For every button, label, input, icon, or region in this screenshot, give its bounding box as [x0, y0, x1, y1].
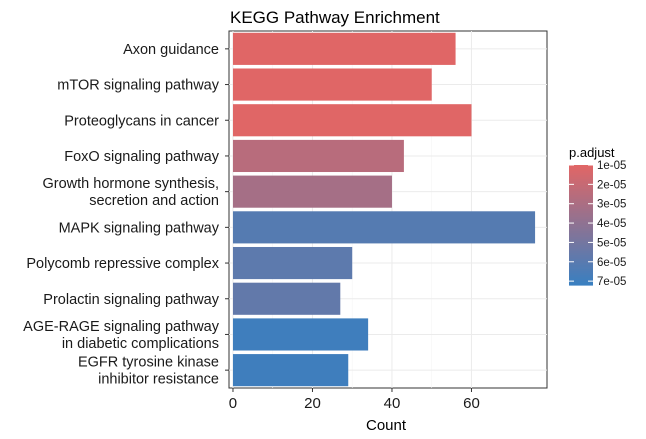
- colorbar-segment: [569, 243, 593, 246]
- bar: [232, 318, 369, 351]
- y-tick-label: Prolactin signaling pathway: [43, 292, 219, 308]
- colorbar-segment: [569, 179, 593, 182]
- legend-tick-label: 4e-05: [597, 218, 626, 230]
- bars-group: [232, 32, 536, 387]
- colorbar-segment: [569, 231, 593, 234]
- colorbar-segment: [569, 237, 593, 240]
- y-tick-label: Proteoglycans in cancer: [64, 113, 219, 129]
- legend-tick-label: 5e-05: [597, 237, 626, 249]
- colorbar-segment: [569, 271, 593, 274]
- colorbar-segment: [569, 219, 593, 222]
- colorbar-segment: [569, 229, 593, 232]
- chart-title: KEGG Pathway Enrichment: [230, 8, 440, 27]
- colorbar-segment: [569, 223, 593, 226]
- colorbar-segment: [569, 211, 593, 214]
- colorbar-segment: [569, 183, 593, 186]
- colorbar-segment: [569, 165, 593, 168]
- colorbar-segment: [569, 185, 593, 188]
- colorbar-segment: [569, 177, 593, 180]
- y-axis-labels: Axon guidance mTOR signaling pathway Prote…: [23, 42, 229, 388]
- legend-tick-label: 2e-05: [597, 179, 626, 191]
- colorbar-segment: [569, 205, 593, 208]
- bar: [232, 246, 353, 280]
- colorbar-segment: [569, 255, 593, 258]
- bar: [232, 68, 432, 101]
- colorbar-segment: [569, 217, 593, 220]
- colorbar-segment: [569, 181, 593, 184]
- colorbar-segment: [569, 215, 593, 218]
- colorbar-segment: [569, 207, 593, 210]
- colorbar-segment: [569, 169, 593, 172]
- bar: [232, 211, 536, 244]
- legend-tick-label: 7e-05: [597, 276, 626, 288]
- colorbar-segment: [569, 261, 593, 264]
- y-tick-label: FoxO signaling pathway: [64, 149, 219, 165]
- colorbar-segment: [569, 241, 593, 244]
- colorbar-segment: [569, 239, 593, 242]
- bar: [232, 104, 472, 137]
- colorbar-segment: [569, 281, 593, 284]
- colorbar-segment: [569, 263, 593, 266]
- colorbar-segment: [569, 199, 593, 202]
- x-tick-label: 60: [463, 395, 480, 412]
- colorbar-segment: [569, 197, 593, 200]
- x-tick-label: 40: [384, 395, 401, 412]
- colorbar-segment: [569, 283, 593, 286]
- y-tick-label: Polycomb repressive complex: [26, 256, 219, 272]
- colorbar-segment: [569, 171, 593, 174]
- legend-title: p.adjust: [569, 145, 615, 160]
- colorbar-segment: [569, 265, 593, 268]
- y-tick-label: Axon guidance: [123, 42, 219, 58]
- bar: [232, 282, 341, 315]
- y-tick-label: EGFR tyrosine kinase inhibitor resistance: [78, 355, 219, 388]
- colorbar-segment: [569, 269, 593, 272]
- y-tick-label: Growth hormone synthesis, secretion and a…: [43, 176, 220, 209]
- colorbar-segment: [569, 175, 593, 178]
- bar: [232, 175, 392, 208]
- colorbar-segment: [569, 249, 593, 252]
- colorbar-segment: [569, 209, 593, 212]
- colorbar-segment: [569, 233, 593, 236]
- colorbar-segment: [569, 275, 593, 278]
- colorbar-segment: [569, 195, 593, 198]
- colorbar-segment: [569, 221, 593, 224]
- colorbar-segment: [569, 251, 593, 254]
- colorbar-segment: [569, 273, 593, 276]
- colorbar-segment: [569, 257, 593, 260]
- x-axis: 0 20 40 60: [229, 388, 480, 412]
- legend-tick-label: 1e-05: [597, 160, 626, 172]
- colorbar-segment: [569, 277, 593, 280]
- legend-tick-label: 3e-05: [597, 199, 626, 211]
- colorbar-segment: [569, 247, 593, 250]
- colorbar-segment: [569, 259, 593, 262]
- x-tick-label: 20: [304, 395, 321, 412]
- colorbar-segment: [569, 279, 593, 282]
- colorbar-segment: [569, 167, 593, 170]
- colorbar-segment: [569, 267, 593, 270]
- colorbar-segment: [569, 193, 593, 196]
- y-tick-label: mTOR signaling pathway: [57, 78, 219, 94]
- bar: [232, 354, 349, 387]
- colorbar-segment: [569, 213, 593, 216]
- y-tick-label: MAPK signaling pathway: [59, 220, 220, 236]
- colorbar-segment: [569, 189, 593, 192]
- x-tick-label: 0: [229, 395, 237, 412]
- colorbar-segment: [569, 187, 593, 190]
- legend-tick-label: 6e-05: [597, 257, 626, 269]
- colorbar-segment: [569, 173, 593, 176]
- x-axis-title: Count: [366, 417, 407, 434]
- bar: [232, 139, 404, 173]
- bar: [232, 32, 456, 65]
- colorbar-segment: [569, 201, 593, 204]
- y-tick-label: AGE-RAGE signaling pathway in diabetic co…: [23, 319, 220, 352]
- colorbar-segment: [569, 235, 593, 238]
- colorbar-segment: [569, 253, 593, 256]
- colorbar-segment: [569, 191, 593, 194]
- colorbar-segment: [569, 227, 593, 230]
- colorbar-segment: [569, 225, 593, 228]
- colorbar-segment: [569, 245, 593, 248]
- colorbar-segment: [569, 203, 593, 206]
